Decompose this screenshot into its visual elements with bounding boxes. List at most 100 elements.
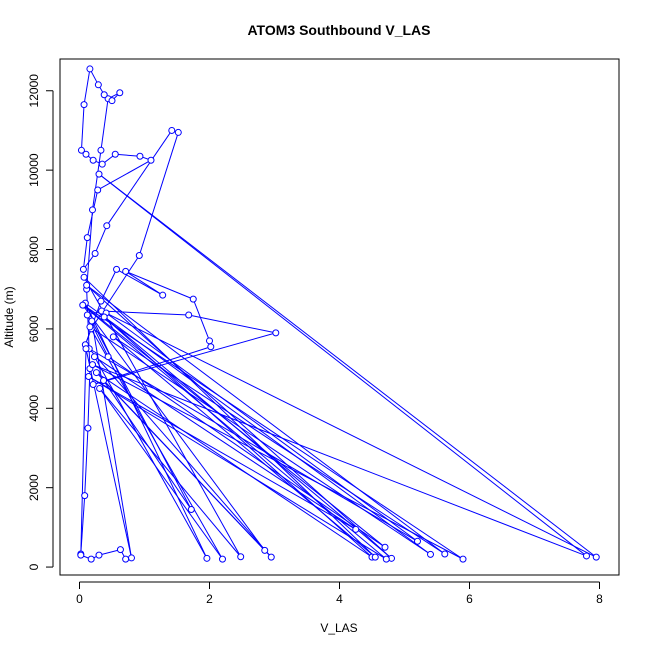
series-line-segment (96, 372, 373, 558)
data-point (81, 492, 89, 500)
data-point (97, 146, 105, 154)
data-point (219, 555, 226, 563)
data-point (79, 265, 87, 273)
y-tick-label: 6000 (27, 315, 41, 342)
y-tick-label: 10000 (27, 153, 41, 187)
data-point (108, 97, 116, 105)
series-line-segment (82, 304, 266, 551)
series-line-segment (91, 320, 132, 559)
x-tick-label: 6 (466, 592, 473, 606)
series-line-segment (88, 376, 387, 560)
series-line-segment (86, 189, 99, 238)
data-point (83, 311, 91, 319)
data-point (187, 506, 195, 514)
data-point (95, 551, 103, 559)
series-line-segment (83, 277, 242, 557)
series-line-segment (103, 316, 392, 559)
data-point (84, 424, 92, 432)
series-line-segment (103, 380, 266, 551)
series-line-segment (88, 376, 356, 530)
data-point (86, 323, 94, 331)
series-line-segment (103, 380, 192, 510)
y-tick-label: 0 (27, 563, 41, 570)
data-point (414, 537, 421, 545)
series-line-segment (97, 159, 152, 191)
data-point (174, 128, 182, 136)
series-line-segment (85, 302, 431, 555)
series-line-segment (94, 356, 357, 530)
series-line-segment (98, 173, 597, 558)
data-point (203, 554, 211, 562)
data-point (90, 353, 98, 361)
x-tick-label: 4 (336, 592, 343, 606)
plot-frame (59, 58, 620, 576)
data-point (583, 552, 590, 560)
data-point (381, 543, 389, 551)
data-point (261, 546, 269, 554)
data-point (86, 65, 94, 73)
data-point (592, 553, 600, 561)
data-point (371, 553, 379, 561)
x-tick-label: 0 (76, 592, 83, 606)
data-point (122, 267, 130, 275)
data-point (92, 369, 100, 377)
data-point (147, 156, 155, 164)
series-line-segment (138, 132, 179, 256)
data-point (88, 317, 96, 325)
data-point (382, 555, 390, 563)
series-line-segment (92, 364, 587, 557)
data-point (89, 206, 96, 214)
data-point (82, 345, 90, 353)
data-point (128, 554, 135, 562)
data-point (189, 295, 197, 303)
data-point (83, 281, 91, 289)
series-line-segment (115, 153, 140, 157)
data-point (89, 380, 97, 388)
series-line-segment (105, 312, 597, 558)
chart-title: ATOM3 Southbound V_LAS (247, 22, 430, 38)
data-point (89, 361, 96, 369)
series-line-segment (92, 346, 211, 385)
data-point (352, 525, 360, 533)
series-line-segment (83, 68, 91, 105)
data-point (80, 273, 88, 281)
series-line-segment (86, 284, 392, 559)
series-line-segment (105, 312, 418, 542)
series-line-segment (89, 326, 431, 555)
y-tick-label: 4000 (27, 395, 41, 422)
data-point (113, 265, 121, 273)
y-tick-label: 2000 (27, 474, 41, 501)
data-point (80, 101, 88, 109)
series-line-segment (84, 428, 89, 496)
data-point (116, 89, 124, 97)
data-point (135, 251, 143, 259)
series-line-segment (125, 270, 163, 296)
data-point (159, 291, 167, 299)
data-point (100, 313, 108, 321)
series-line-segment (82, 237, 88, 270)
data-point (97, 297, 105, 305)
data-point (96, 384, 104, 392)
data-point (267, 553, 275, 561)
series-line-segment (84, 302, 208, 559)
data-point (77, 551, 85, 559)
series-line-segment (86, 284, 446, 555)
series-line-segment (92, 364, 464, 560)
data-point (185, 311, 193, 319)
data-point (103, 222, 111, 230)
series-points (77, 65, 600, 563)
series-line-segment (192, 298, 210, 341)
data-point (79, 301, 87, 309)
series-line-segment (86, 209, 93, 290)
data-point (91, 249, 99, 257)
data-point (104, 353, 112, 361)
data-point (111, 150, 119, 158)
data-point (100, 91, 108, 99)
data-point (206, 337, 213, 345)
series-line-segment (98, 549, 121, 556)
data-point (85, 373, 93, 381)
series-line-segment (100, 98, 109, 151)
data-point (83, 234, 91, 242)
